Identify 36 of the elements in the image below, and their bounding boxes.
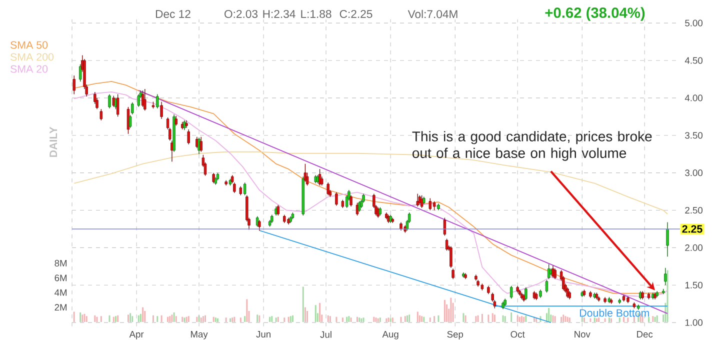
y-tick-label: 3.00 bbox=[685, 170, 703, 176]
text: Vol:7.04M bbox=[408, 10, 458, 18]
text: Dec 12 bbox=[156, 10, 190, 18]
text: SMA 20 bbox=[10, 65, 48, 73]
x-tick-label: Aug bbox=[382, 331, 398, 340]
y2-tick-label: 4M bbox=[54, 289, 67, 296]
y-tick-label: 4.00 bbox=[684, 94, 703, 102]
y-tick-label: 3.50 bbox=[685, 132, 703, 139]
y-tick-label: 5.00 bbox=[685, 20, 703, 26]
annotation: Double Bottom bbox=[580, 308, 649, 317]
y2-tick-label: 8M bbox=[54, 260, 67, 267]
y-tick-label: 1.50 bbox=[685, 282, 703, 288]
text: C:2.25 bbox=[340, 10, 372, 18]
y2-tick-label: 2M bbox=[54, 304, 67, 311]
x-tick-label: Oct bbox=[510, 331, 525, 338]
y-tick-label: 4.50 bbox=[684, 57, 703, 64]
text: DAILY bbox=[50, 126, 58, 157]
y2-tick-label: 6M bbox=[54, 274, 67, 282]
x-tick-label: Jul bbox=[320, 331, 332, 338]
x-tick-label: Dec bbox=[637, 331, 653, 338]
x-tick-label: Apr bbox=[129, 331, 144, 340]
text: L:1.88 bbox=[301, 10, 332, 18]
annotation: +0.62 (38.04%) bbox=[545, 7, 645, 21]
y-tick-label: 2.00 bbox=[685, 244, 703, 251]
y-tick-label: 1.00 bbox=[685, 319, 703, 326]
x-tick-label: May bbox=[190, 331, 208, 340]
text: H:2.34 bbox=[263, 10, 296, 18]
ref-line-label: 2.25 bbox=[682, 225, 702, 233]
x-tick-label: Nov bbox=[574, 331, 590, 338]
text: SMA 50 bbox=[10, 41, 48, 49]
text: SMA 200 bbox=[10, 53, 54, 61]
text: O:2.03 bbox=[224, 10, 258, 18]
x-tick-label: Jun bbox=[256, 331, 270, 338]
y-tick-label: 2.50 bbox=[685, 206, 703, 214]
x-tick-label: Sep bbox=[447, 331, 464, 340]
annotation: This is a good candidate, prices broke out of a nice base on high volume bbox=[412, 131, 652, 161]
